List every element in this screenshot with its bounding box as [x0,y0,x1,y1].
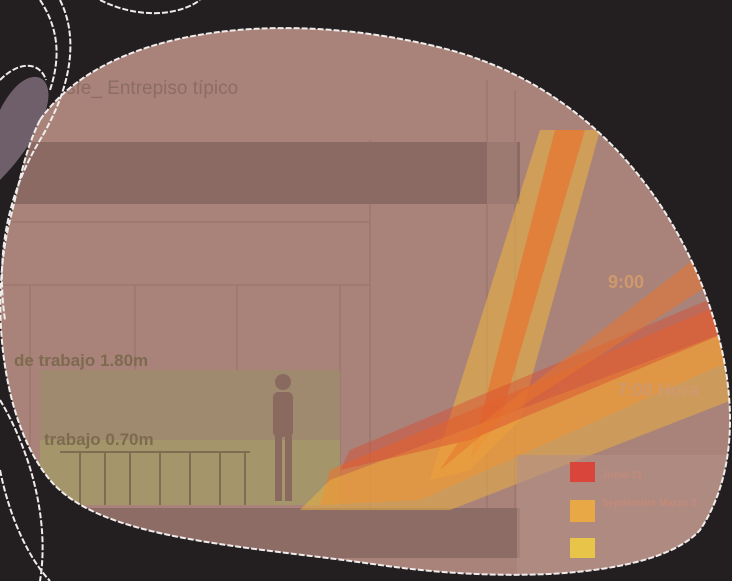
ray-red-low [340,290,731,470]
corner-shape [0,76,49,180]
ray-orange-mid [440,230,731,470]
upper-slab [0,142,520,204]
flow-curves [0,0,201,581]
desks [60,451,250,505]
legend-label-2: Septiembre Marzo 2 [602,498,697,509]
label-work-plane-high: de trabajo 1.80m [14,351,148,370]
legend-label-1: Junio 21 [602,470,643,481]
ray-orange-high [470,130,585,460]
label-sun-time-1: 9:00 [608,272,644,292]
legend-swatch-1 [570,462,595,482]
sun-rays [300,130,731,510]
label-sun-time-2: 7:00 Hora [617,380,700,400]
section-title: sfe_ Entrepiso típico [66,78,238,99]
label-work-plane-low: trabajo 0.70m [44,430,154,449]
blob-outline [0,27,731,576]
legend-swatch-3 [570,538,595,558]
ray-yellow-low [300,330,731,510]
upper-column [487,142,517,204]
person-silhouette [273,374,293,501]
legend-swatch-2 [570,500,595,522]
